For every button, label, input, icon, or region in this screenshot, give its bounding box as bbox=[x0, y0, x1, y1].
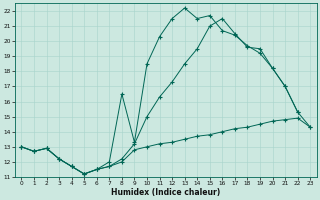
X-axis label: Humidex (Indice chaleur): Humidex (Indice chaleur) bbox=[111, 188, 220, 197]
